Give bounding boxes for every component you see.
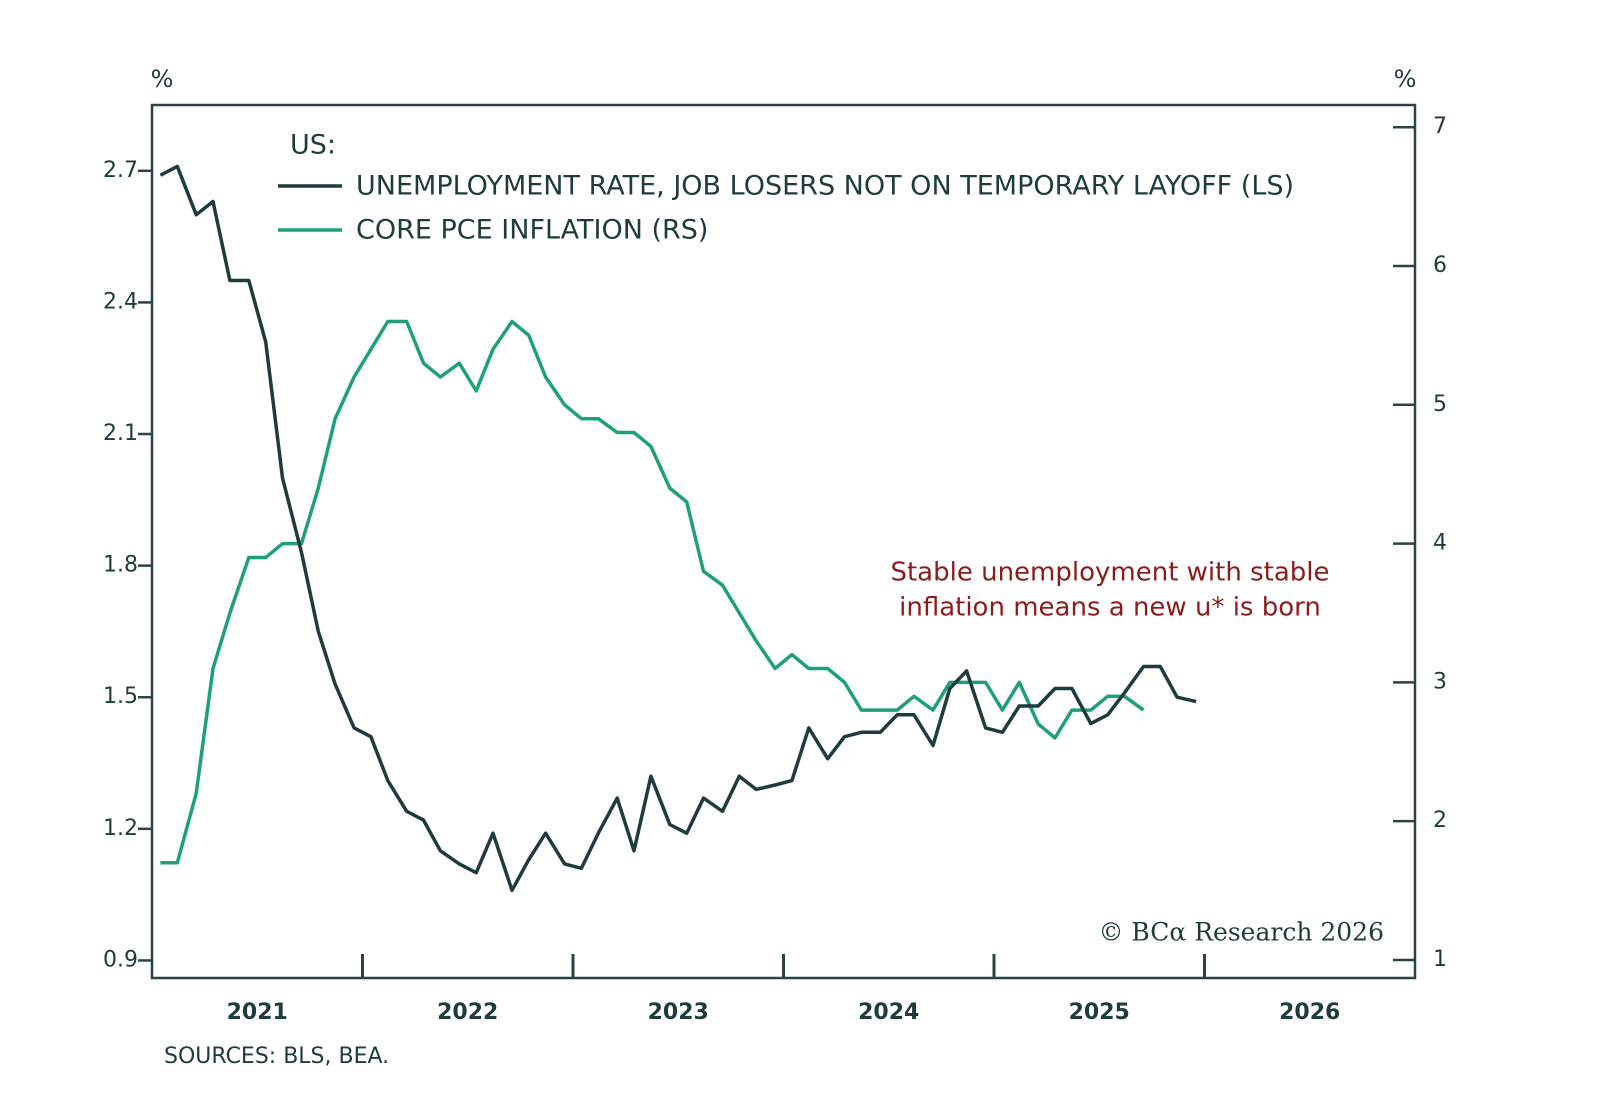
credit: © BCα Research 2026 (1098, 918, 1384, 947)
y2-tick-label: 2 (1433, 808, 1447, 833)
y2-tick-label: 6 (1433, 253, 1447, 278)
right-unit: % (1394, 65, 1417, 93)
x-tick-label: 2026 (1279, 1000, 1340, 1025)
y-tick-label: 2.7 (103, 158, 138, 183)
x-tick-label: 2022 (437, 1000, 498, 1025)
x-tick-label: 2023 (648, 1000, 709, 1025)
legend-label: UNEMPLOYMENT RATE, JOB LOSERS NOT ON TEM… (356, 171, 1294, 202)
x-tick-label: 2024 (858, 1000, 919, 1025)
plot-frame (150, 103, 1417, 980)
series-line (160, 319, 1145, 865)
x-tick-label: 2025 (1069, 1000, 1130, 1025)
y-tick-label: 1.8 (103, 553, 138, 578)
y-tick-label: 1.2 (103, 816, 138, 841)
annotation: inflation means a new u* is born (899, 593, 1321, 623)
legend-title: US: (290, 130, 336, 161)
y2-tick-label: 5 (1433, 392, 1447, 417)
series-line (159, 164, 1197, 893)
y-tick-label: 2.1 (103, 421, 138, 446)
y2-tick-label: 4 (1433, 531, 1447, 556)
source: SOURCES: BLS, BEA. (164, 1044, 389, 1069)
annotation: Stable unemployment with stable (890, 558, 1329, 588)
y2-tick-label: 3 (1433, 669, 1447, 694)
y-tick-label: 1.5 (103, 684, 138, 709)
left-unit: % (151, 65, 174, 93)
legend-label: CORE PCE INFLATION (RS) (356, 215, 708, 246)
y-tick-label: 2.4 (103, 289, 138, 314)
x-tick-label: 2021 (227, 1000, 288, 1025)
y-tick-label: 0.9 (103, 947, 138, 972)
y2-tick-label: 1 (1433, 947, 1447, 972)
y2-tick-label: 7 (1433, 114, 1447, 139)
